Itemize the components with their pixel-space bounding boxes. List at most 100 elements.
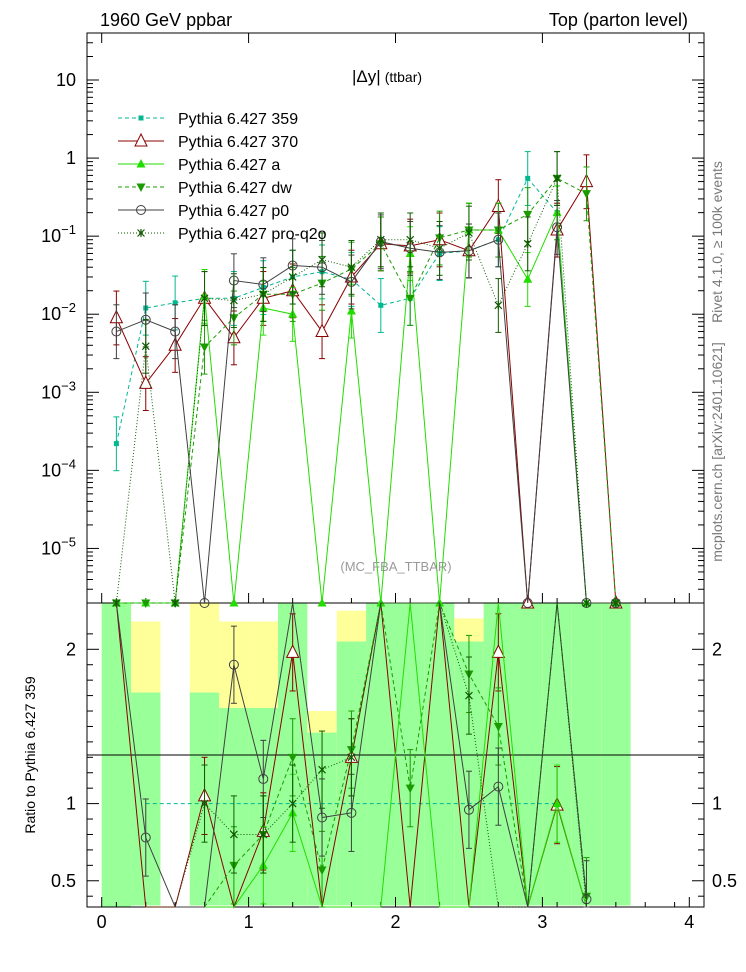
data-point	[172, 300, 178, 306]
data-point	[522, 598, 533, 608]
data-point	[288, 272, 297, 281]
series-line-4	[116, 227, 616, 604]
series-line-2	[116, 212, 616, 604]
series-line-5	[115, 178, 616, 604]
y-tick-label: 10−2	[41, 300, 76, 324]
data-point	[435, 244, 444, 253]
legend-entry: Pythia 6.427 dw	[178, 180, 292, 197]
x-tick-label: 0	[97, 912, 107, 932]
data-point	[465, 228, 473, 237]
data-point	[525, 175, 531, 181]
data-point	[141, 599, 151, 608]
main-series	[109, 151, 623, 609]
rivet-version-label: Rivet 4.1.0, ≥ 100k events	[709, 161, 725, 323]
ratio-point	[491, 644, 506, 658]
data-point	[523, 274, 533, 283]
observable-title-sub: (ttbar)	[385, 69, 422, 85]
data-point	[138, 375, 153, 389]
ratio-point	[200, 799, 209, 808]
ratio-point	[318, 765, 326, 774]
ratio-point	[493, 722, 503, 732]
process-label: Top (parton level)	[549, 10, 688, 30]
data-point	[111, 326, 122, 337]
ratio-point	[346, 807, 357, 818]
data-point	[610, 598, 621, 608]
ratio-point	[347, 753, 356, 762]
data-point	[200, 294, 209, 303]
ratio-tick-label-left: 0.5	[51, 871, 76, 891]
legend-marker	[136, 205, 146, 215]
data-point	[494, 301, 503, 310]
data-point	[523, 210, 533, 220]
data-point	[346, 305, 356, 315]
mcplots-label: mcplots.cern.ch [arXiv:2401.10621]	[709, 342, 725, 561]
band-green	[513, 603, 543, 906]
ratio-point	[229, 830, 238, 839]
ratio-line-3	[204, 601, 587, 908]
data-point	[347, 263, 356, 272]
ratio-point	[288, 753, 298, 763]
ratio-tick-label-right: 0.5	[712, 871, 737, 891]
observable-title: |Δy| (ttbar)	[352, 67, 422, 86]
legend-marker	[136, 159, 146, 168]
x-tick-label: 4	[684, 912, 694, 932]
ratio-point	[465, 691, 473, 700]
legend-entry: Pythia 6.427 359	[178, 111, 298, 128]
ratio-point	[317, 866, 327, 875]
ratio-point	[493, 781, 504, 792]
legend-entry: Pythia 6.427 p0	[178, 203, 289, 220]
data-point	[141, 342, 150, 351]
ratio-tick-label-left: 1	[66, 794, 76, 814]
band-green	[601, 603, 631, 906]
ratio-tick-label-right: 2	[712, 639, 722, 659]
data-point	[259, 290, 268, 299]
data-point	[199, 598, 210, 608]
data-point	[581, 598, 592, 608]
data-point	[553, 174, 562, 183]
series-line-0	[115, 177, 616, 604]
data-point	[376, 598, 386, 607]
ratio-point	[228, 659, 239, 670]
data-point	[317, 598, 327, 607]
ratio-tick-label-right: 1	[712, 794, 722, 814]
legend-marker	[134, 132, 148, 147]
x-tick-label: 1	[244, 912, 254, 932]
ratio-point	[259, 830, 268, 839]
data-point	[170, 326, 181, 337]
legend-entry: Pythia 6.427 370	[178, 134, 298, 151]
band-green	[424, 603, 455, 906]
legend-entry: Pythia 6.427 pro-q2o	[178, 226, 327, 243]
ratio-point	[405, 784, 415, 794]
data-point	[113, 441, 119, 447]
data-point	[552, 222, 563, 233]
legend-marker	[136, 183, 146, 192]
legend-marker	[137, 229, 145, 237]
data-point	[611, 599, 620, 607]
y-tick-label: 10−1	[41, 222, 76, 246]
y-tick-label: 1	[66, 148, 76, 168]
ratio-point	[140, 832, 151, 843]
analysis-watermark: (MC_FBA_TTBAR)	[340, 559, 451, 574]
observable-title-main: |Δy|	[352, 67, 381, 86]
legend: Pythia 6.427 359 Pythia 6.427 370 Pythia 6…	[118, 111, 327, 243]
data-point	[405, 294, 415, 304]
series-line-1	[115, 179, 617, 604]
data-point	[376, 235, 385, 244]
y-tick-label: 10	[56, 70, 76, 90]
data-point	[229, 598, 239, 607]
ratio-point	[285, 644, 300, 658]
band-green	[542, 603, 572, 906]
ratio-tick-label-left: 2	[66, 639, 76, 659]
data-point	[315, 323, 329, 338]
data-point	[318, 255, 326, 264]
y-tick-label: 10−4	[41, 456, 76, 480]
ratio-axis-label: Ratio to Pythia 6.427 359	[22, 676, 38, 833]
data-point	[229, 296, 238, 305]
data-point	[581, 190, 591, 199]
band-green	[571, 603, 602, 906]
energy-label: 1960 GeV ppbar	[100, 10, 232, 30]
data-point	[378, 302, 384, 308]
legend-marker	[138, 115, 144, 121]
ratio-point	[317, 812, 328, 823]
